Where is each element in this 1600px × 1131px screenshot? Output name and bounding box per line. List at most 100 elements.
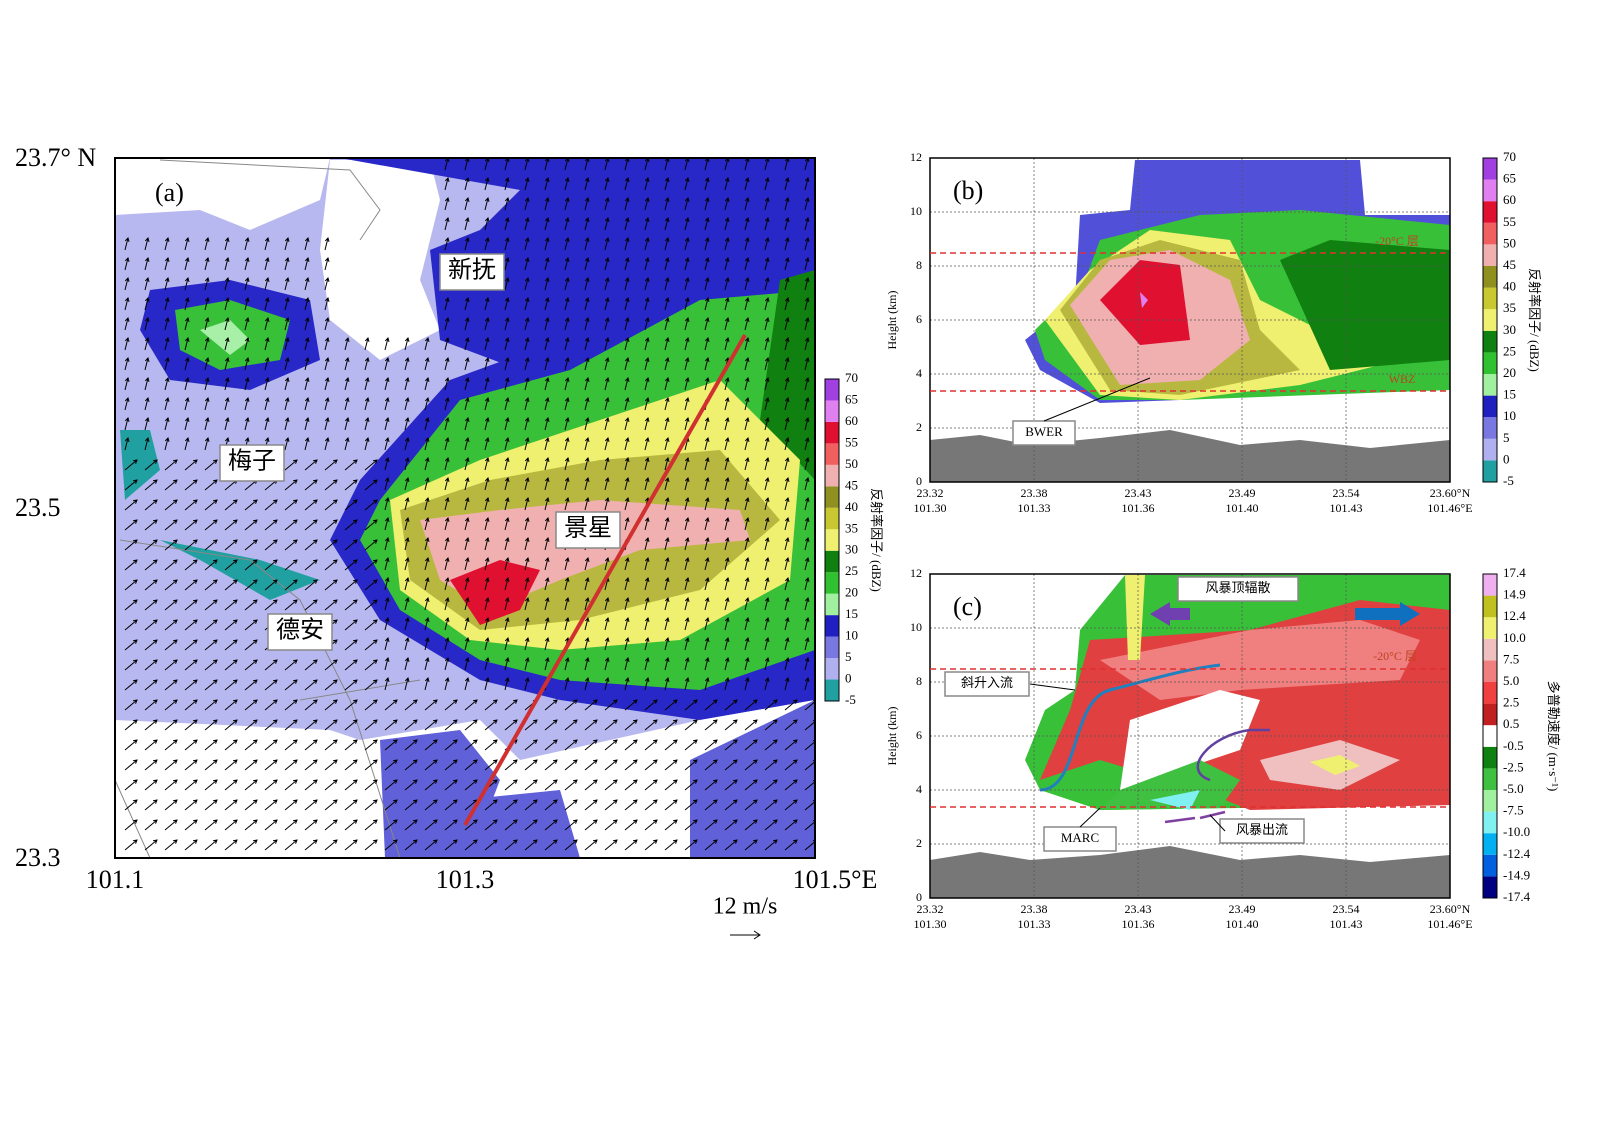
annotation-box: [1219, 818, 1305, 844]
y-tick-label: 8: [916, 258, 922, 272]
place-name: 新抚: [448, 257, 496, 284]
scale-label: 12 m/s: [713, 894, 778, 920]
colorbar-swatch: [1483, 438, 1497, 461]
colorbar-swatch: [825, 464, 839, 487]
annotation-box: [1012, 420, 1076, 446]
colorbar-tick: -10.0: [1503, 824, 1530, 839]
colorbar-tick: 30: [845, 542, 858, 557]
x-tick-lat: 23.38: [1021, 486, 1048, 500]
wind-arrows: [124, 158, 815, 851]
panel-label: (c): [953, 592, 982, 621]
colorbar-swatch: [825, 443, 839, 465]
x-tick-lat: 23.43: [1125, 486, 1152, 500]
colorbar-swatch: [1483, 352, 1497, 374]
y-tick-label: 2: [916, 420, 922, 434]
x-tick-lat: 23.32: [917, 486, 944, 500]
colorbar-tick: 5.0: [1503, 673, 1519, 688]
divergence-arrow-right: [1355, 602, 1420, 626]
x-tick-lat: 23.38: [1021, 902, 1048, 916]
colorbar-tick: 25: [1503, 343, 1516, 358]
outflow-spread: [1164, 810, 1226, 824]
colorbar-tick: 20: [1503, 365, 1516, 380]
x-tick-lat: 23.60°N: [1430, 486, 1471, 500]
place-name: 景星: [564, 516, 612, 542]
colorbar-swatch: [1483, 309, 1497, 331]
x-tick-lon: 101.46°E: [1427, 917, 1472, 931]
colorbar-tick: 30: [1503, 322, 1516, 337]
colorbar-swatch: [1483, 222, 1497, 245]
x-tick-lat: 23.54: [1333, 486, 1360, 500]
colorbar-tick: 50: [1503, 235, 1516, 250]
scale-arrow-head: [753, 930, 761, 940]
colorbar-tick: 10.0: [1503, 630, 1526, 645]
map-frame: [114, 157, 816, 859]
x-tick-lat: 23.49: [1229, 902, 1256, 916]
lon-label: 101.3: [436, 865, 495, 894]
colorbar-swatch: [1483, 374, 1497, 396]
colorbar-tick: 50: [845, 456, 858, 471]
colorbar-tick: -12.4: [1503, 846, 1531, 861]
colorbar-frame: [824, 378, 840, 702]
x-tick-lon: 101.36: [1122, 501, 1155, 515]
colorbar-tick: 5: [845, 649, 852, 664]
colorbar-tick: 60: [845, 413, 858, 428]
annotation: 风暴出流: [1236, 822, 1288, 837]
colorbar-swatch: [825, 572, 839, 594]
colorbar-swatch: [825, 550, 839, 573]
colorbar-swatch: [1483, 725, 1497, 747]
colorbar-tick: 60: [1503, 192, 1516, 207]
colorbar-swatch: [1483, 201, 1497, 223]
colorbar-title: 反射率因子/ (dBZ): [1527, 268, 1542, 372]
colorbar-swatch: [1483, 158, 1497, 180]
x-tick-lat: 23.54: [1333, 902, 1360, 916]
y-axis-title: Height (km): [885, 707, 899, 766]
colorbar-frame: [1482, 573, 1498, 899]
colorbar-swatch: [825, 529, 839, 551]
x-tick-lat: 23.43: [1125, 902, 1152, 916]
colorbar-swatch: [1483, 395, 1497, 418]
y-tick-label: 10: [910, 204, 922, 218]
lat-label: 23.7° N: [15, 143, 96, 172]
colorbar-tick: 0: [1503, 451, 1510, 466]
reflectivity-section: [930, 160, 1450, 482]
panel-label: (a): [155, 178, 184, 207]
colorbar-swatch: [825, 679, 839, 701]
colorbar-swatch: [825, 636, 839, 659]
y-tick-label: 4: [916, 782, 922, 796]
colorbar-swatch: [1483, 574, 1497, 596]
x-tick-lon: 101.36: [1122, 917, 1155, 931]
y-tick-label: 0: [916, 474, 922, 488]
annotation-pointer: [1209, 814, 1226, 832]
colorbar-swatch: [825, 658, 839, 680]
y-tick-label: 10: [910, 620, 922, 634]
x-tick-lon: 101.30: [914, 917, 947, 931]
colorbar-tick: 0: [845, 671, 852, 686]
y-tick-label: 0: [916, 890, 922, 904]
colorbar-swatch: [825, 379, 839, 401]
y-tick-label: 4: [916, 366, 922, 380]
colorbar-swatch: [1483, 179, 1497, 202]
colorbar-swatch: [1483, 266, 1497, 288]
x-tick-lon: 101.33: [1018, 501, 1051, 515]
colorbar-tick: 0.5: [1503, 716, 1519, 731]
x-tick-lon: 101.33: [1018, 917, 1051, 931]
annotation-pointer: [1043, 377, 1151, 422]
x-tick-lon: 101.30: [914, 501, 947, 515]
colorbar-tick: -5.0: [1503, 781, 1524, 796]
annotation-box: [944, 671, 1030, 697]
colorbar-swatch: [1483, 833, 1497, 855]
colorbar-tick: -5: [845, 692, 856, 707]
lon-label: 101.1: [86, 865, 145, 894]
x-tick-lat: 23.60°N: [1430, 902, 1471, 916]
velocity-section: [930, 575, 1450, 898]
colorbar-swatch: [1483, 703, 1497, 726]
x-tick-lat: 23.49: [1229, 486, 1256, 500]
colorbar-tick: 45: [845, 477, 858, 492]
colorbar-tick: 65: [1503, 171, 1516, 186]
colorbar-tick: 35: [845, 520, 858, 535]
colorbar-swatch: [1483, 638, 1497, 661]
colorbar-tick: 45: [1503, 257, 1516, 272]
annotation-pointer: [1079, 807, 1101, 828]
colorbar-swatch: [1483, 811, 1497, 834]
x-tick-lon: 101.43: [1330, 501, 1363, 515]
